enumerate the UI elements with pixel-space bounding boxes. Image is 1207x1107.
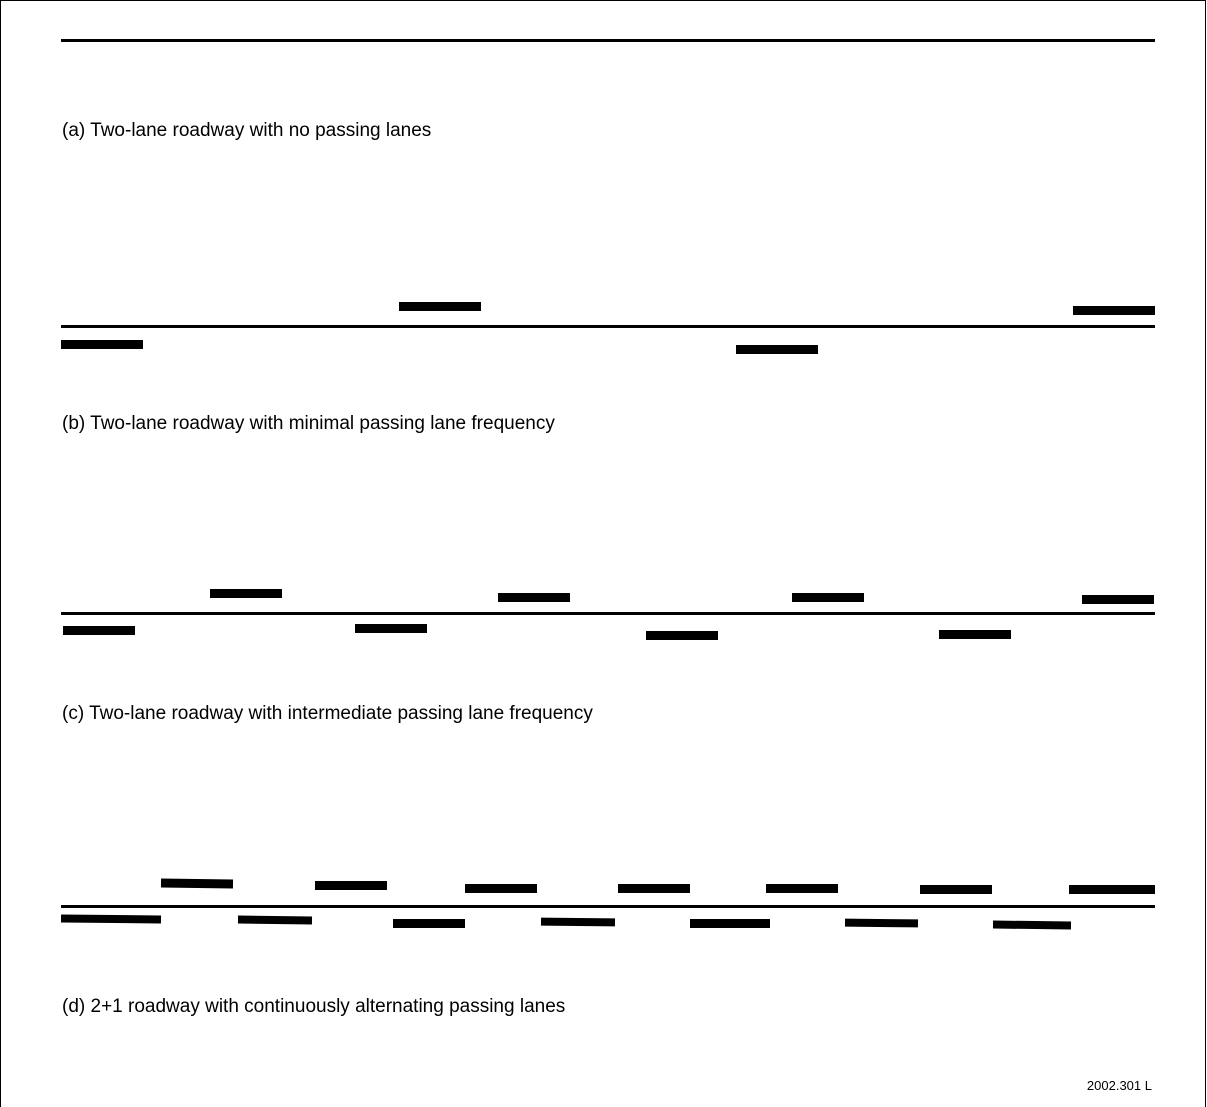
passing-lane-lower-d-2: [237, 915, 313, 925]
roadway-centerline-b: [61, 325, 1155, 328]
passing-lane-lower-b-1: [61, 340, 143, 349]
passing-lane-lower-d-3: [393, 919, 465, 928]
figure-id-label: 2002.301 L: [1086, 1078, 1152, 1093]
passing-lane-upper-d-7: [1069, 885, 1155, 894]
panel-a-caption: (a) Two-lane roadway with no passing lan…: [62, 120, 432, 141]
roadway-centerline-a: [61, 39, 1155, 42]
panel-d-caption: (d) 2+1 roadway with continuously altern…: [62, 996, 566, 1017]
passing-lane-upper-d-1: [160, 878, 234, 889]
passing-lane-upper-b-1: [399, 302, 481, 311]
passing-lane-upper-d-3: [465, 884, 537, 893]
passing-lane-upper-b-2: [1073, 306, 1155, 315]
passing-lane-lower-d-7: [992, 920, 1072, 930]
roadway-centerline-d: [61, 905, 1155, 908]
passing-lane-upper-d-6: [920, 885, 992, 894]
passing-lane-lower-d-1: [60, 914, 162, 924]
panel-c-caption: (c) Two-lane roadway with intermediate p…: [62, 703, 593, 724]
passing-lane-lower-c-2: [355, 624, 427, 633]
passing-lane-lower-c-4: [939, 630, 1011, 639]
passing-lane-upper-d-5: [766, 884, 838, 893]
passing-lane-upper-c-3: [792, 593, 864, 602]
passing-lane-upper-d-2: [315, 881, 387, 890]
passing-lane-lower-b-2: [736, 345, 818, 354]
passing-lane-upper-d-4: [618, 884, 690, 893]
passing-lane-lower-c-1: [63, 626, 135, 635]
passing-lane-lower-d-6: [844, 918, 919, 928]
passing-lane-lower-d-4: [540, 917, 616, 927]
passing-lane-upper-c-4: [1082, 595, 1154, 604]
passing-lane-upper-c-1: [210, 589, 282, 598]
passing-lane-upper-c-2: [498, 593, 570, 602]
passing-lane-lower-c-3: [646, 631, 718, 640]
roadway-centerline-c: [61, 612, 1155, 615]
panel-b-caption: (b) Two-lane roadway with minimal passin…: [62, 413, 555, 434]
passing-lane-lower-d-5: [690, 919, 770, 928]
